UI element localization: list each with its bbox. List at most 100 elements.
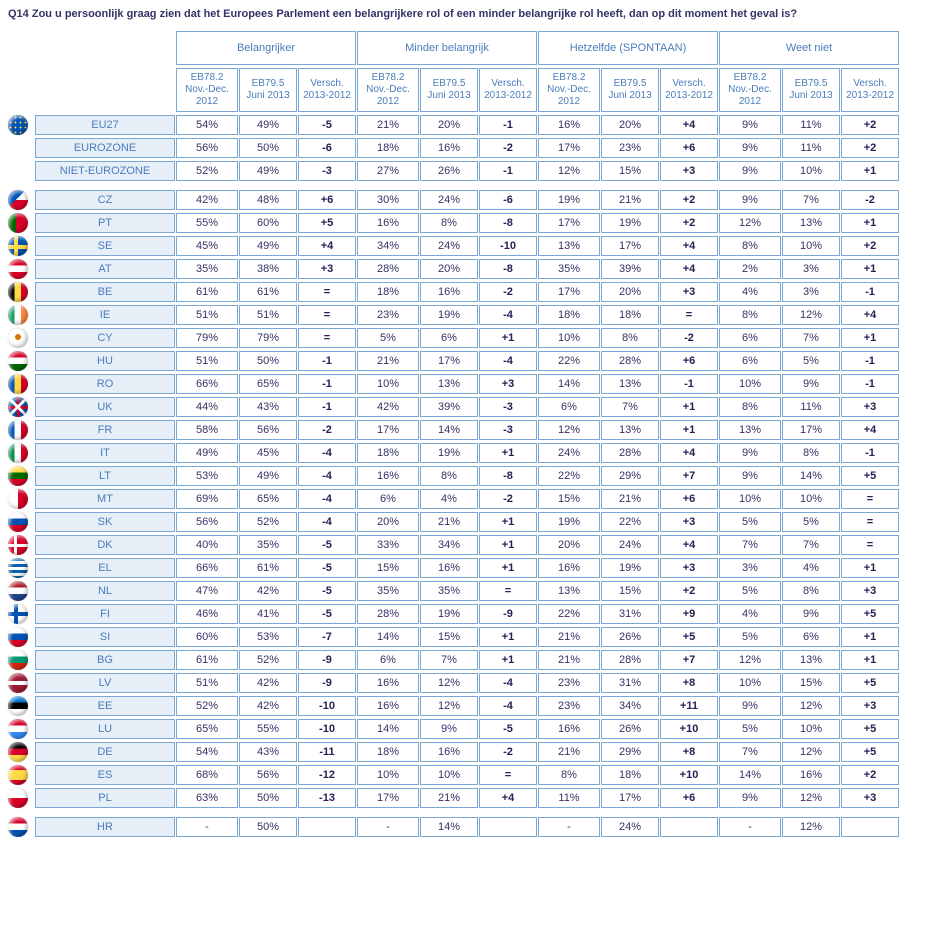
- flag-icon: [8, 351, 28, 371]
- value-cell: 5%: [719, 512, 781, 532]
- row-label: NL: [35, 581, 175, 601]
- value-cell: 18%: [538, 305, 600, 325]
- row-label: DK: [35, 535, 175, 555]
- diff-cell: -4: [298, 466, 356, 486]
- diff-cell: =: [841, 489, 899, 509]
- value-cell: 42%: [239, 696, 297, 716]
- row-label: DE: [35, 742, 175, 762]
- diff-cell: +1: [841, 328, 899, 348]
- table-row: ES68%56%-1210%10%=8%18%+1014%16%+2: [35, 765, 899, 785]
- value-cell: 10%: [782, 719, 840, 739]
- table-row: HU51%50%-121%17%-422%28%+66%5%-1: [35, 351, 899, 371]
- diff-cell: =: [841, 512, 899, 532]
- value-cell: 28%: [357, 604, 419, 624]
- row-label: PT: [35, 213, 175, 233]
- value-cell: 24%: [601, 817, 659, 837]
- row-label: HR: [35, 817, 175, 837]
- flag-icon: [8, 558, 28, 578]
- table-row: RO66%65%-110%13%+314%13%-110%9%-1: [35, 374, 899, 394]
- value-cell: 61%: [239, 558, 297, 578]
- table-row: IE51%51%=23%19%-418%18%=8%12%+4: [35, 305, 899, 325]
- value-cell: 19%: [601, 558, 659, 578]
- sub-header: EB79.5 Juni 2013: [420, 68, 478, 112]
- diff-cell: =: [479, 765, 537, 785]
- diff-cell: +5: [660, 627, 718, 647]
- corner-cell: [35, 31, 175, 112]
- value-cell: 8%: [782, 581, 840, 601]
- group-header: Minder belangrijk: [357, 31, 537, 65]
- diff-cell: -1: [841, 282, 899, 302]
- diff-cell: -5: [298, 535, 356, 555]
- diff-cell: +6: [660, 138, 718, 158]
- value-cell: 16%: [538, 558, 600, 578]
- row-label: LT: [35, 466, 175, 486]
- row-label: EE: [35, 696, 175, 716]
- table-row: IT49%45%-418%19%+124%28%+49%8%-1: [35, 443, 899, 463]
- flag-icon: [8, 190, 28, 210]
- value-cell: 3%: [719, 558, 781, 578]
- table-row: LU65%55%-1014%9%-516%26%+105%10%+5: [35, 719, 899, 739]
- value-cell: 16%: [357, 213, 419, 233]
- value-cell: 8%: [719, 236, 781, 256]
- value-cell: 5%: [719, 581, 781, 601]
- value-cell: 11%: [782, 397, 840, 417]
- value-cell: 26%: [601, 627, 659, 647]
- value-cell: 53%: [239, 627, 297, 647]
- diff-cell: [479, 817, 537, 837]
- value-cell: 9%: [719, 788, 781, 808]
- value-cell: 56%: [239, 765, 297, 785]
- flag-icon: [8, 650, 28, 670]
- value-cell: 8%: [420, 213, 478, 233]
- value-cell: 52%: [239, 650, 297, 670]
- value-cell: 9%: [719, 161, 781, 181]
- value-cell: 43%: [239, 397, 297, 417]
- value-cell: 29%: [601, 466, 659, 486]
- row-label: AT: [35, 259, 175, 279]
- value-cell: 35%: [538, 259, 600, 279]
- flag-icon: [8, 115, 28, 135]
- value-cell: 43%: [239, 742, 297, 762]
- value-cell: -: [176, 817, 238, 837]
- diff-cell: -2: [298, 420, 356, 440]
- value-cell: 17%: [601, 236, 659, 256]
- value-cell: 68%: [176, 765, 238, 785]
- value-cell: 51%: [176, 351, 238, 371]
- sub-header: EB79.5 Juni 2013: [782, 68, 840, 112]
- value-cell: 23%: [357, 305, 419, 325]
- value-cell: 20%: [357, 512, 419, 532]
- row-label: EU27: [35, 115, 175, 135]
- value-cell: 4%: [719, 282, 781, 302]
- value-cell: 45%: [176, 236, 238, 256]
- value-cell: 39%: [420, 397, 478, 417]
- table-row: FR58%56%-217%14%-312%13%+113%17%+4: [35, 420, 899, 440]
- value-cell: 79%: [176, 328, 238, 348]
- table-row: SK56%52%-420%21%+119%22%+35%5%=: [35, 512, 899, 532]
- diff-cell: +3: [660, 282, 718, 302]
- value-cell: 35%: [176, 259, 238, 279]
- table-row: DK40%35%-533%34%+120%24%+47%7%=: [35, 535, 899, 555]
- value-cell: 54%: [176, 115, 238, 135]
- value-cell: 6%: [538, 397, 600, 417]
- row-label: BE: [35, 282, 175, 302]
- value-cell: 17%: [420, 351, 478, 371]
- value-cell: 56%: [176, 138, 238, 158]
- value-cell: 12%: [782, 305, 840, 325]
- value-cell: 6%: [420, 328, 478, 348]
- diff-cell: -5: [298, 558, 356, 578]
- value-cell: 44%: [176, 397, 238, 417]
- value-cell: 5%: [782, 512, 840, 532]
- diff-cell: +1: [479, 328, 537, 348]
- question-title: Q14 Zou u persoonlijk graag zien dat het…: [8, 8, 922, 20]
- value-cell: 17%: [782, 420, 840, 440]
- value-cell: 12%: [420, 696, 478, 716]
- value-cell: 18%: [601, 765, 659, 785]
- diff-cell: [298, 817, 356, 837]
- table-row: AT35%38%+328%20%-835%39%+42%3%+1: [35, 259, 899, 279]
- value-cell: 12%: [782, 817, 840, 837]
- value-cell: 60%: [176, 627, 238, 647]
- value-cell: 9%: [719, 466, 781, 486]
- value-cell: 42%: [176, 190, 238, 210]
- value-cell: 17%: [538, 213, 600, 233]
- value-cell: 14%: [420, 420, 478, 440]
- diff-cell: -10: [298, 696, 356, 716]
